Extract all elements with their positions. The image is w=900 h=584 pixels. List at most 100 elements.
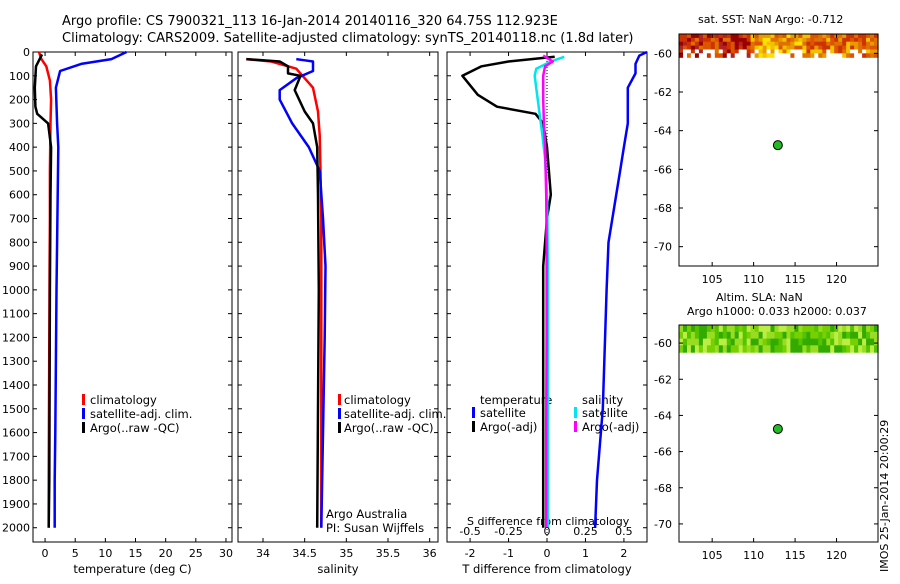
heatmap-cell (778, 34, 784, 39)
heatmap-cell (786, 49, 792, 54)
heatmap-cell (798, 49, 803, 54)
y-tick-label: 1200 (2, 331, 30, 344)
heatmap-cell (858, 49, 863, 54)
series-line-climatology (246, 57, 323, 528)
heatmap-cell (770, 34, 776, 39)
y-tick-label: 1700 (2, 450, 30, 463)
heatmap-cell (858, 331, 863, 340)
heatmap-cell (730, 41, 736, 47)
heatmap-cell (782, 338, 788, 346)
temperature-legend: climatology satellite-adj. clim. Argo(..… (82, 393, 192, 435)
heatmap-cell (738, 325, 744, 333)
y-tick-label: 100 (9, 70, 30, 83)
heatmap-cell (822, 331, 827, 340)
heatmap-cell (866, 331, 871, 340)
heatmap-cell (834, 41, 839, 47)
heatmap-cell (698, 325, 704, 333)
heatmap-cell (774, 41, 780, 47)
heatmap-cell (742, 345, 748, 353)
heatmap-cell (826, 331, 831, 340)
temperature-frame (32, 51, 233, 543)
heatmap-cell (814, 345, 819, 353)
heatmap-cell (687, 325, 692, 333)
y-tick-label: -70 (654, 241, 672, 254)
heatmap-cell (778, 53, 784, 58)
heatmap-cell (774, 45, 780, 51)
heatmap-cell (718, 331, 724, 340)
heatmap-cell (794, 53, 799, 58)
heatmap-cell (782, 325, 788, 333)
heatmap-cell (706, 49, 712, 54)
heatmap-cell (750, 49, 756, 54)
heatmap-cell (742, 331, 748, 340)
heatmap-cell (722, 53, 728, 58)
y-tick-label: 900 (9, 260, 30, 273)
legend-swatch-s-argo (574, 421, 577, 432)
heatmap-cell (874, 331, 879, 340)
x-tick-label: 35 (339, 547, 353, 560)
heatmap-cell (718, 34, 724, 39)
heatmap-cell (694, 331, 700, 340)
heatmap-cell (714, 338, 720, 346)
heatmap-cell (683, 53, 688, 58)
x-tick-label: 25 (189, 547, 203, 560)
y-tick-label: -60 (654, 337, 672, 350)
heatmap-cell (794, 45, 799, 51)
y-tick-label: -62 (654, 86, 672, 99)
heatmap-cell (722, 41, 728, 47)
heatmap-cell (726, 331, 732, 340)
heatmap-cell (802, 53, 807, 58)
x-tick-label: 5 (72, 547, 79, 560)
heatmap-cell (802, 331, 807, 340)
heatmap-cell (874, 41, 879, 47)
heatmap-cell (866, 325, 871, 333)
heatmap-cell (774, 34, 780, 39)
heatmap-cell (762, 45, 768, 51)
heatmap-cell (766, 338, 772, 346)
heatmap-cell (718, 338, 724, 346)
x-tick-label: 34.5 (292, 547, 317, 560)
heatmap-cell (826, 53, 831, 58)
heatmap-cell (794, 331, 799, 340)
heatmap-cell (746, 49, 752, 54)
x-tick-label: 105 (702, 273, 723, 286)
heatmap-cell (766, 45, 772, 51)
heatmap-cell (814, 45, 819, 51)
heatmap-cell (818, 325, 823, 333)
heatmap-cell (794, 345, 799, 353)
heatmap-cell (722, 45, 728, 51)
x-tick-label: 36 (423, 547, 437, 560)
heatmap-cell (846, 331, 851, 340)
heatmap-cell (706, 345, 712, 353)
heatmap-cell (822, 49, 827, 54)
heatmap-cell (866, 53, 871, 58)
heatmap-cell (814, 41, 819, 47)
heatmap-cell (734, 345, 740, 353)
x2-tick-label: -0.5 (459, 525, 480, 538)
heatmap-cell (794, 325, 799, 333)
heatmap-cell (710, 41, 716, 47)
heatmap-cell (687, 45, 692, 51)
heatmap-cell (754, 53, 760, 58)
heatmap-cell (818, 338, 823, 346)
heatmap-cell (762, 338, 768, 346)
legend-swatch-argo (82, 422, 85, 433)
heatmap-cell (734, 34, 740, 39)
heatmap-cell (822, 41, 827, 47)
heatmap-cell (746, 345, 752, 353)
heatmap-cell (754, 41, 760, 47)
y-tick-label: 400 (9, 141, 30, 154)
heatmap-cell (774, 331, 780, 340)
heatmap-cell (770, 45, 776, 51)
heatmap-cell (846, 338, 851, 346)
heatmap-cell (730, 49, 736, 54)
heatmap-cell (726, 41, 732, 47)
heatmap-cell (726, 49, 732, 54)
salinity-legend: climatology satellite-adj. clim. Argo(..… (338, 393, 446, 435)
heatmap-cell (778, 41, 784, 47)
heatmap-cell (870, 345, 875, 353)
heatmap-cell (854, 338, 859, 346)
heatmap-cell (718, 45, 724, 51)
heatmap-cell (690, 331, 696, 340)
heatmap-cell (702, 345, 708, 353)
